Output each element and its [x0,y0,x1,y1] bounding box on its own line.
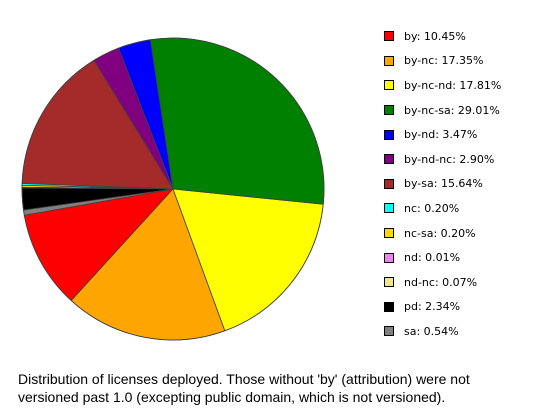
legend-label: nc-sa: 0.20% [404,226,476,240]
legend-label: by-nc: 17.35% [404,54,484,68]
legend-label: nc: 0.20% [404,201,460,215]
legend-item-by-nc-nd: by-nc-nd: 17.81% [384,73,501,98]
legend-item-by-nd-nc: by-nd-nc: 2.90% [384,147,501,172]
legend-label: nd-nc: 0.07% [404,275,478,289]
pie-slice-by-nc-sa [149,37,325,205]
legend-item-nc: nc: 0.20% [384,196,501,221]
legend-item-by-nc-sa: by-nc-sa: 29.01% [384,98,501,123]
legend: by: 10.45% by-nc: 17.35% by-nc-nd: 17.81% b… [384,24,501,344]
legend-swatch [384,55,394,66]
legend-swatch [384,203,394,214]
caption: Distribution of licenses deployed. Those… [18,371,470,405]
legend-item-by-nd: by-nd: 3.47% [384,122,501,147]
legend-label: by-nc-nd: 17.81% [404,78,502,92]
legend-swatch [384,277,394,288]
legend-label: sa: 0.54% [404,324,459,338]
legend-swatch [384,228,394,239]
legend-swatch [384,80,394,91]
legend-item-nd-nc: nd-nc: 0.07% [384,270,501,295]
legend-swatch [384,301,394,312]
legend-item-nc-sa: nc-sa: 0.20% [384,221,501,246]
legend-item-nd: nd: 0.01% [384,245,501,270]
legend-label: by-nc-sa: 29.01% [404,103,500,117]
legend-swatch [384,326,394,337]
legend-label: by-nd: 3.47% [404,128,478,142]
legend-label: by: 10.45% [404,29,466,43]
legend-label: nd: 0.01% [404,251,461,265]
legend-label: pd: 2.34% [404,300,461,314]
legend-item-by-sa: by-sa: 15.64% [384,172,501,197]
pie-outline [21,37,325,341]
legend-swatch [384,129,394,140]
legend-item-by-nc: by-nc: 17.35% [384,49,501,74]
pie-chart [21,37,325,341]
legend-item-by: by: 10.45% [384,24,501,49]
legend-item-pd: pd: 2.34% [384,295,501,320]
legend-swatch [384,31,394,42]
legend-label: by-nd-nc: 2.90% [404,152,495,166]
legend-swatch [384,105,394,116]
legend-swatch [384,178,394,189]
legend-label: by-sa: 15.64% [404,177,483,191]
legend-swatch [384,252,394,263]
legend-item-sa: sa: 0.54% [384,319,501,344]
legend-swatch [384,154,394,165]
